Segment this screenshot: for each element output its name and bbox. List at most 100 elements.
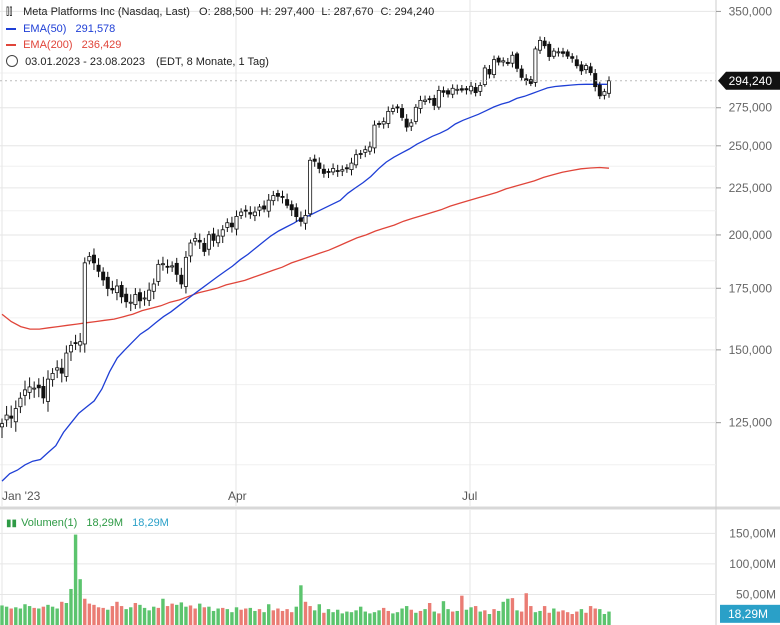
candle-body (427, 98, 432, 101)
candle (482, 64, 487, 87)
volume-bar (584, 612, 588, 625)
candle (18, 392, 23, 414)
ema50-value: 291,578 (75, 23, 116, 35)
candle (137, 288, 142, 309)
candle (418, 95, 423, 114)
volume-bar (234, 607, 239, 625)
candle-body (400, 108, 405, 118)
volume-bar (253, 610, 257, 625)
candle (538, 36, 543, 54)
candle (487, 65, 492, 79)
candle-body (160, 263, 165, 266)
candle-body (413, 106, 418, 122)
candle (331, 163, 336, 176)
volume-bar (506, 598, 510, 625)
volume-bar (501, 601, 505, 625)
x-tick-label: Apr (228, 489, 247, 503)
volume-bar (83, 598, 87, 625)
candle-body (216, 235, 221, 244)
candle-body (597, 84, 602, 97)
candle-body (55, 367, 60, 371)
candle-body (9, 415, 14, 419)
candle (436, 85, 441, 110)
candle-body (298, 217, 303, 222)
volume-bar (496, 610, 501, 625)
candle (450, 84, 455, 99)
candle (96, 258, 101, 278)
candle-body (607, 80, 612, 94)
volume-bar (96, 607, 101, 625)
volume-bar (455, 610, 459, 625)
volume-bar (101, 607, 105, 625)
candle-body (142, 297, 147, 300)
volume-bar (377, 610, 381, 625)
volume-bar (598, 609, 602, 625)
candle (174, 257, 179, 282)
candle (165, 259, 170, 274)
candle-body (36, 384, 41, 389)
candle-body (82, 262, 87, 345)
candle (354, 149, 359, 169)
y-tick-label: 150,000 (729, 343, 773, 357)
volume-bar (239, 609, 243, 625)
candle (547, 41, 552, 61)
volume-bar (317, 604, 321, 625)
low-value: L: 287,670 (321, 6, 374, 18)
candle (524, 74, 529, 86)
candle (68, 340, 73, 361)
volume-bar (542, 606, 547, 625)
candle (478, 82, 483, 96)
candle (349, 157, 354, 176)
candle-body (551, 50, 556, 57)
candle-body (183, 256, 188, 287)
candle (409, 119, 414, 132)
candle (395, 104, 400, 113)
candle (326, 168, 331, 179)
legend-ema50: EMA(50) 291,578 (6, 23, 115, 35)
candle-body (533, 48, 538, 83)
volume-bar (529, 606, 533, 625)
candle-body (354, 154, 359, 166)
candle-body (377, 123, 382, 125)
volume-bar (211, 610, 216, 625)
candle-body (243, 209, 248, 212)
volume-bar (244, 608, 248, 625)
range-info: (EDT, 8 Monate, 1 Tag) (156, 56, 269, 68)
candle (377, 120, 382, 128)
candle-body (252, 211, 257, 217)
volume-bar (345, 611, 349, 625)
volume-bar (510, 598, 515, 625)
volume-bar (381, 607, 386, 625)
candle (128, 294, 133, 312)
candle (32, 381, 37, 398)
volume-bar (331, 612, 335, 625)
volume-bar (386, 610, 390, 625)
candle-body (574, 59, 579, 67)
volume-bar (414, 612, 418, 625)
candle-body (381, 121, 386, 125)
volume-bar (64, 603, 69, 625)
candle (381, 117, 386, 129)
volume-bar (106, 609, 110, 625)
candle (197, 233, 202, 249)
candle-body (372, 124, 377, 149)
candle-body (64, 352, 69, 377)
volume-bar (216, 608, 220, 625)
candlestick-icon: ⫿⫿ (6, 7, 13, 18)
volume-bar (73, 534, 78, 625)
volume-bar (290, 612, 294, 625)
candle (160, 256, 165, 271)
candle (147, 282, 152, 307)
candle (593, 69, 598, 92)
candle-body (202, 242, 207, 252)
candle (142, 290, 147, 306)
volume-bar (533, 612, 538, 625)
volume-bar (395, 612, 400, 625)
candle-body (349, 162, 354, 171)
candle (533, 46, 538, 87)
candle (211, 227, 216, 247)
volume-bar (299, 585, 303, 625)
candle (285, 193, 290, 209)
candle (404, 114, 409, 132)
